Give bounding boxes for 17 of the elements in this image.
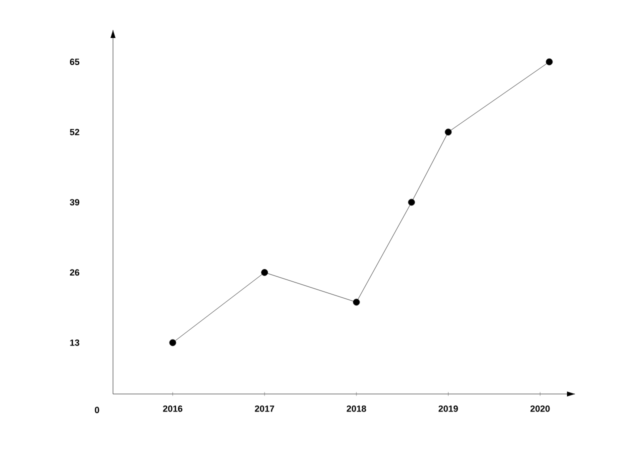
point: [169, 339, 176, 346]
point: [408, 198, 415, 206]
point: [261, 269, 268, 276]
x-tick-label: 2019: [438, 405, 458, 412]
y-tick-label: 52: [70, 128, 80, 136]
x-tick-label: 2017: [254, 405, 274, 412]
y-tick-label: 39: [70, 199, 80, 206]
y-tick-label: 13: [70, 339, 80, 346]
point: [353, 298, 360, 306]
text: 0: [94, 406, 100, 414]
x-tick-label: 2016: [163, 405, 182, 412]
x-tick-label: 2020: [530, 405, 550, 412]
point: [546, 58, 553, 66]
y-tick-label: 26: [70, 269, 80, 276]
point: [444, 128, 452, 136]
y-tick-label: 65: [70, 58, 80, 66]
x-tick-label: 2018: [346, 405, 366, 412]
